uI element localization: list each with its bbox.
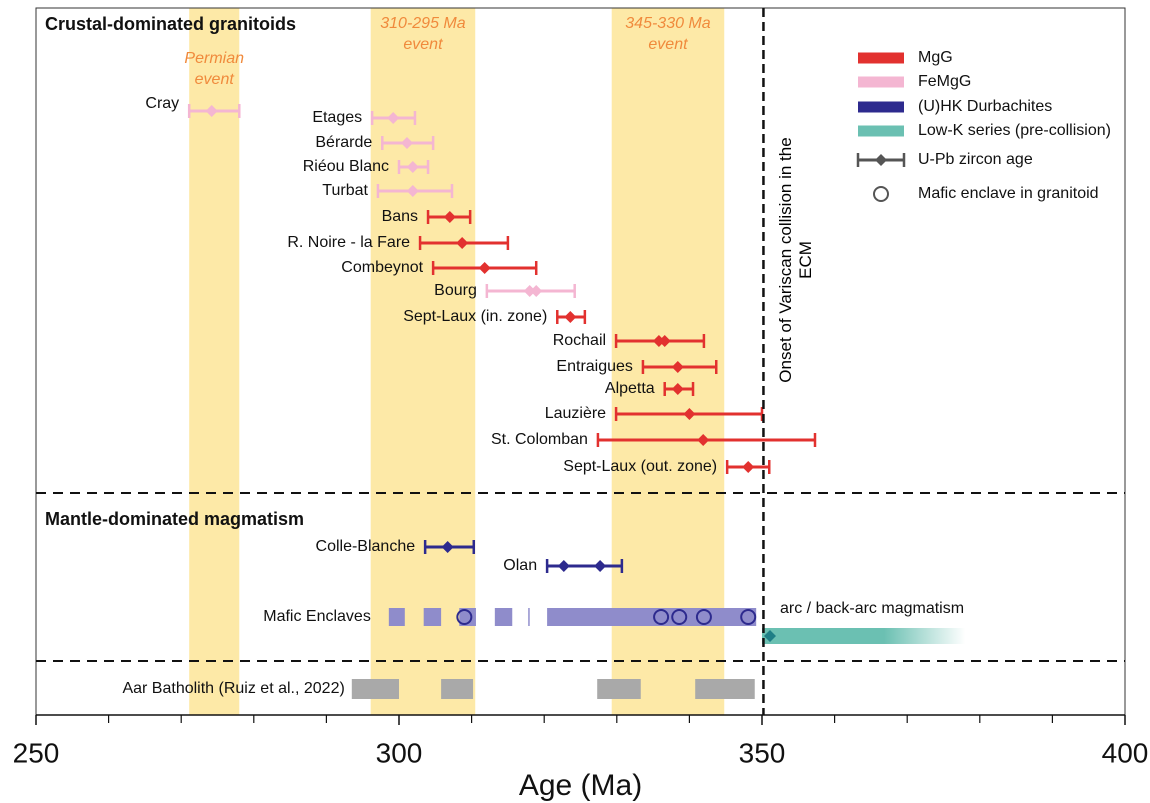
age-marker xyxy=(564,311,577,323)
arc-range xyxy=(762,628,966,644)
age-marker xyxy=(406,185,419,197)
enclave-marker xyxy=(671,609,688,625)
sample-label: St. Colomban xyxy=(491,431,588,448)
event-band xyxy=(370,8,476,715)
legend-circle xyxy=(873,186,889,202)
sample-label: Combeynot xyxy=(341,259,423,276)
legend-diamond xyxy=(875,154,887,166)
x-axis-label: Age (Ma) xyxy=(519,769,642,802)
age-marker xyxy=(671,383,684,395)
age-marker xyxy=(683,408,696,420)
enclave-block xyxy=(547,608,757,626)
event-band xyxy=(189,8,240,715)
x-tick-label: 250 xyxy=(13,737,60,768)
enclave-marker xyxy=(695,609,712,625)
age-marker xyxy=(763,630,776,642)
event-label: 345-330 Ma event xyxy=(625,15,711,53)
enclave-marker xyxy=(653,609,670,625)
legend-label: U-Pb zircon age xyxy=(918,151,1033,168)
x-tick-label: 400 xyxy=(1102,737,1149,768)
sample-label: Turbat xyxy=(322,182,368,199)
enclave-block xyxy=(494,608,513,626)
sample-label: Colle-Blanche xyxy=(316,538,416,555)
age-marker xyxy=(594,560,607,572)
legend-label: Mafic enclave in granitoid xyxy=(918,185,1099,202)
age-marker xyxy=(456,237,469,249)
age-marker xyxy=(742,461,755,473)
enclave-block xyxy=(388,608,405,626)
age-marker xyxy=(400,137,413,149)
age-marker xyxy=(478,262,491,274)
legend-swatch xyxy=(858,125,904,137)
legend-label: FeMgG xyxy=(918,73,971,90)
age-marker xyxy=(557,560,570,572)
aar-block xyxy=(351,679,399,699)
section-title: Mantle-dominated magmatism xyxy=(45,509,304,529)
legend-swatch xyxy=(858,52,904,64)
sample-label: Riéou Blanc xyxy=(303,158,389,175)
section-title: Crustal-dominated granitoids xyxy=(45,14,296,34)
age-marker xyxy=(523,285,536,297)
age-marker xyxy=(530,285,543,297)
legend-label: MgG xyxy=(918,49,953,66)
event-band xyxy=(611,8,725,715)
legend-swatch xyxy=(858,76,904,88)
age-marker xyxy=(205,105,218,117)
age-marker xyxy=(441,541,454,553)
enclave-block xyxy=(423,608,442,626)
sample-label: Sept-Laux (out. zone) xyxy=(563,458,717,475)
age-marker xyxy=(443,211,456,223)
sample-label: Sept-Laux (in. zone) xyxy=(403,308,547,325)
aar-block xyxy=(695,679,755,699)
sample-label: Bans xyxy=(382,208,418,225)
legend-swatch xyxy=(858,101,904,113)
legend-label: Low-K series (pre-collision) xyxy=(918,122,1111,139)
row-label: Aar Batholith (Ruiz et al., 2022) xyxy=(122,680,344,697)
sample-label: Cray xyxy=(145,95,179,112)
row-label: Mafic Enclaves xyxy=(263,608,371,625)
aar-block xyxy=(597,679,641,699)
enclave-marker xyxy=(456,609,473,625)
legend-label: (U)HK Durbachites xyxy=(918,98,1052,115)
sample-label: Alpetta xyxy=(605,380,655,397)
sample-label: R. Noire - la Fare xyxy=(287,234,410,251)
age-marker xyxy=(671,361,684,373)
sample-label: Bourg xyxy=(434,282,477,299)
enclave-block xyxy=(459,608,476,626)
sample-label: Bérarde xyxy=(315,134,372,151)
x-tick-label: 300 xyxy=(376,737,423,768)
x-tick-label: 350 xyxy=(739,737,786,768)
age-marker xyxy=(697,434,710,446)
sample-label: Rochail xyxy=(553,332,606,349)
aar-block xyxy=(441,679,474,699)
sample-label: Etages xyxy=(312,109,362,126)
sample-label: Lauzière xyxy=(545,405,606,422)
sample-label: Entraigues xyxy=(556,358,633,375)
enclave-block xyxy=(528,608,530,626)
event-label: Permian event xyxy=(184,50,244,88)
enclave-marker xyxy=(740,609,757,625)
sample-label: Olan xyxy=(503,557,537,574)
age-marker xyxy=(406,161,419,173)
collision-label: Onset of Variscan collision in the ECM xyxy=(776,137,816,383)
age-marker xyxy=(658,335,671,347)
age-marker xyxy=(387,112,400,124)
event-label: 310-295 Ma event xyxy=(380,15,466,53)
arc-label: arc / back-arc magmatism xyxy=(780,600,964,617)
